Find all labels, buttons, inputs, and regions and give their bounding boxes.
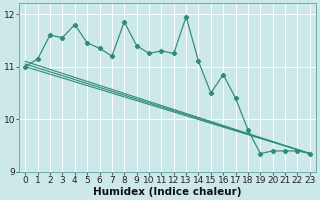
X-axis label: Humidex (Indice chaleur): Humidex (Indice chaleur) — [93, 187, 242, 197]
